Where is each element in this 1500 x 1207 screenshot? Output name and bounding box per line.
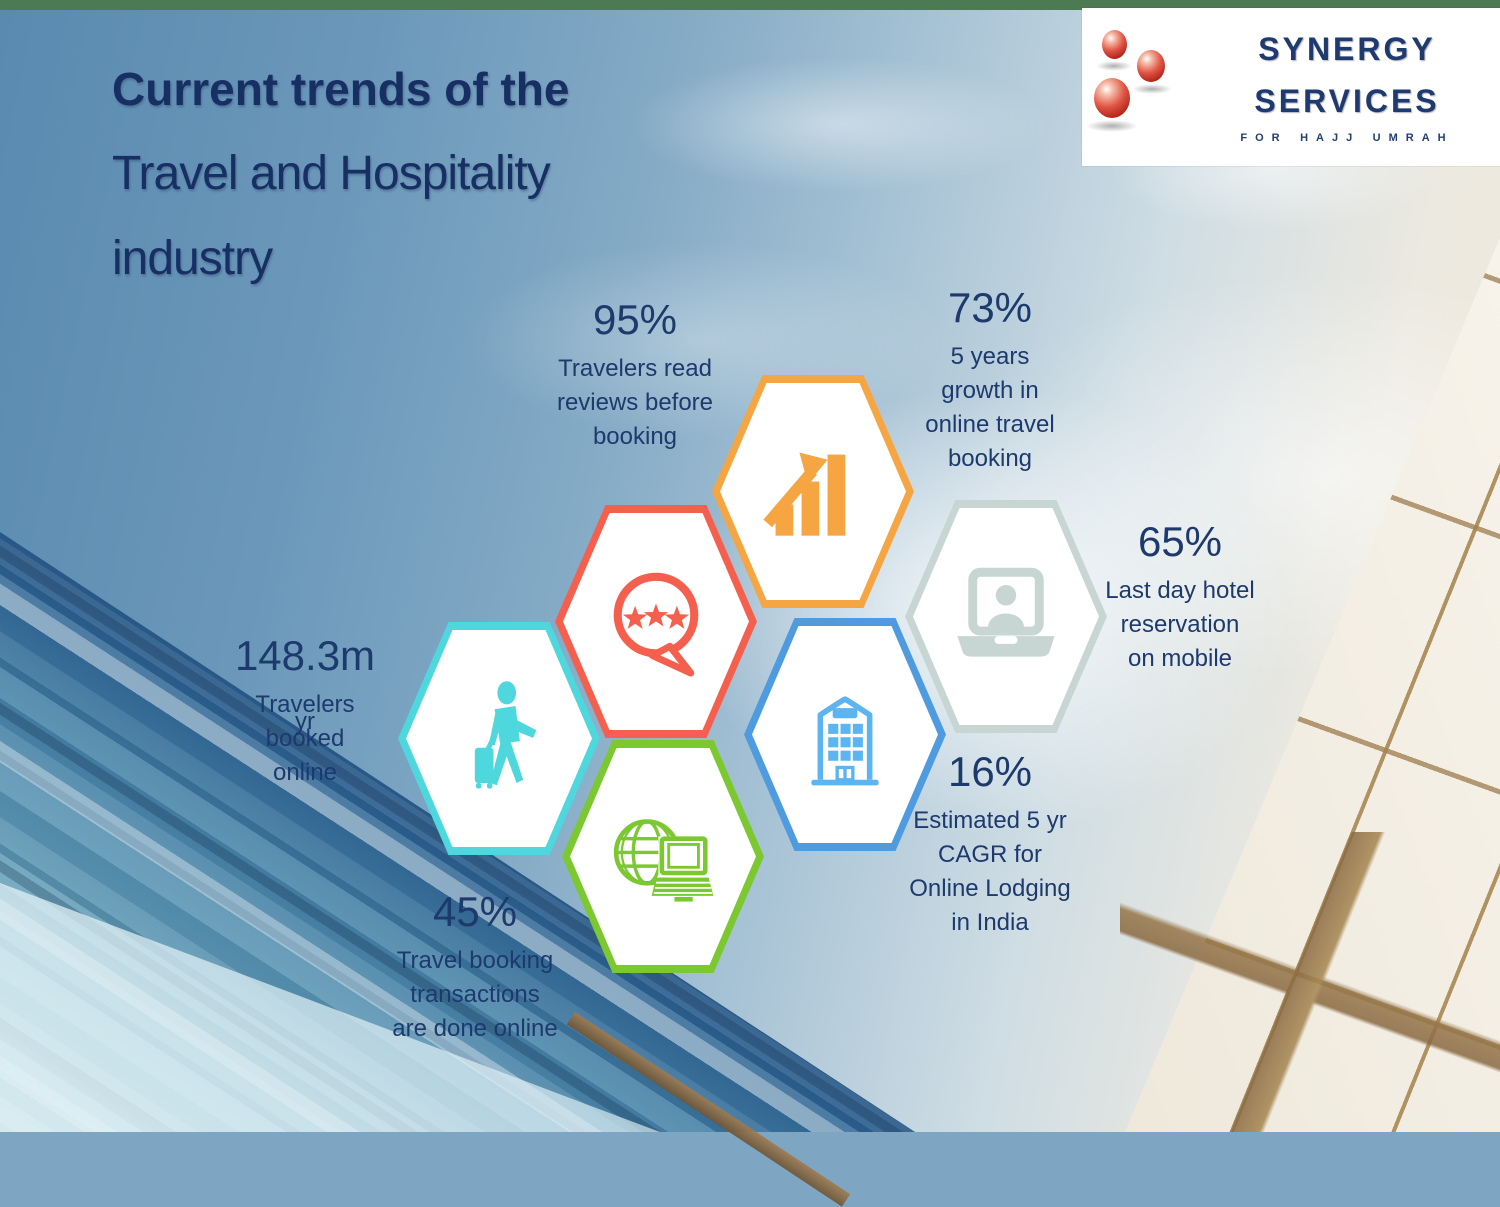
traveler-luggage-icon xyxy=(474,680,537,788)
hotel-building-icon xyxy=(811,695,879,785)
bar-chart-growth-icon xyxy=(763,451,846,536)
red-sphere-icon xyxy=(1094,78,1130,118)
stat-growth: 73% 5 years growth in online travel book… xyxy=(880,284,1100,476)
globe-computer-icon xyxy=(613,818,714,902)
hex-hotel xyxy=(744,618,946,851)
building-corner-beams xyxy=(1120,832,1500,1132)
review-speech-bubble-icon xyxy=(613,572,699,677)
logo-name-line1: Synergy xyxy=(1258,18,1436,70)
hex-online xyxy=(562,740,764,973)
stat-reviews: 95% Travelers read reviews before bookin… xyxy=(520,296,750,454)
stray-overlap-text: yr xyxy=(295,708,315,735)
red-sphere-icon xyxy=(1102,30,1127,59)
stat-label: Last day hotel reservation on mobile xyxy=(1105,577,1255,672)
logo-name-line2: Services xyxy=(1254,70,1440,122)
stat-value: 95% xyxy=(592,296,678,343)
laptop-user-icon xyxy=(957,567,1055,657)
hex-traveler xyxy=(398,622,600,855)
stat-transactions: 45% Travel booking transactions are done… xyxy=(345,888,605,1046)
stat-mobile: 65% Last day hotel reservation on mobile xyxy=(1060,518,1300,676)
stat-cagr: 16% Estimated 5 yr CAGR for Online Lodgi… xyxy=(860,748,1120,940)
stat-value: 16% xyxy=(947,748,1033,795)
stat-online-travelers: 148.3m Travelers booked online yr xyxy=(200,632,410,790)
title-line-1: Current trends of the xyxy=(112,63,570,115)
stat-value: 148.3m xyxy=(234,632,376,679)
hexagon-shape xyxy=(555,505,757,738)
top-green-bar xyxy=(0,0,1500,10)
title-line-3: industry xyxy=(112,232,273,285)
stat-label: Estimated 5 yr CAGR for Online Lodging i… xyxy=(909,807,1071,936)
stat-value: 73% xyxy=(947,284,1033,331)
logo-text: Synergy Services For Hajj Umrah xyxy=(1207,18,1487,146)
stat-label: 5 years growth in online travel booking xyxy=(925,343,1055,472)
stat-value: 45% xyxy=(432,888,518,935)
stat-value: 65% xyxy=(1137,518,1223,565)
slide-title: Current trends of the Travel and Hospita… xyxy=(112,62,569,286)
hex-growth xyxy=(712,375,914,608)
sphere-shadow xyxy=(1096,61,1132,71)
red-sphere-icon xyxy=(1137,50,1165,82)
stat-label: Travelers read reviews before booking xyxy=(556,355,714,450)
logo-synergy-services: Synergy Services For Hajj Umrah xyxy=(1082,8,1500,166)
sphere-shadow xyxy=(1086,120,1138,132)
hex-reviews xyxy=(555,505,757,738)
hex-laptop xyxy=(905,500,1107,733)
stat-label: Travel booking transactions are done onl… xyxy=(392,947,558,1042)
title-line-2: Travel and Hospitality xyxy=(112,147,551,200)
logo-tagline: For Hajj Umrah xyxy=(1240,128,1454,145)
stat-label: Travelers booked online xyxy=(255,691,355,786)
sphere-shadow xyxy=(1132,84,1172,94)
